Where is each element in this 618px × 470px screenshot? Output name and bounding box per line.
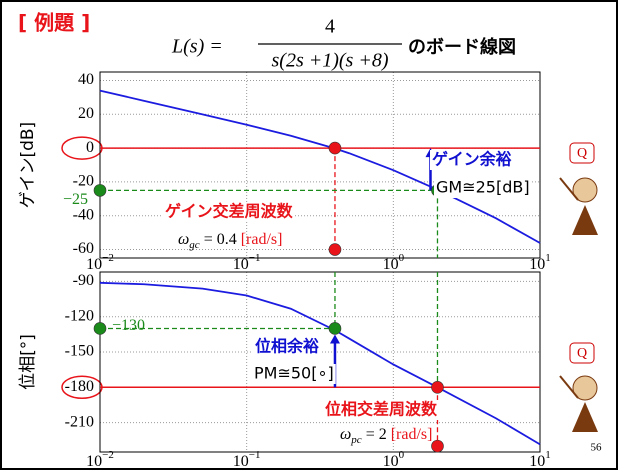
y-tick-label: -20 — [73, 173, 94, 190]
y-tick-label: -40 — [73, 206, 94, 223]
plot-area — [100, 272, 540, 452]
annotation: ゲイン交差周波数 — [165, 202, 294, 221]
y-tick-label: -120 — [65, 307, 94, 324]
marker — [329, 244, 341, 256]
y-tick-label: 0 — [86, 139, 94, 156]
y-tick-label: -60 — [73, 240, 94, 257]
formula-numerator: 4 — [325, 16, 335, 38]
annotation-symbol: ω — [340, 426, 351, 443]
annotation-unit: [rad/s] — [241, 231, 283, 248]
marker — [94, 322, 106, 334]
page-number: 56 — [591, 442, 603, 454]
annotation-sub: gc — [189, 239, 200, 251]
marker — [431, 381, 443, 393]
annotation: GM≅25[dB] — [436, 178, 530, 197]
annotation: PM≅50[∘] — [254, 364, 334, 383]
annotation: 位相余裕 — [255, 337, 319, 356]
annotation: 位相交差周波数 — [325, 400, 438, 419]
slide-label: [ 例題 ] — [18, 11, 90, 35]
annotation: ゲイン余裕 — [432, 150, 512, 169]
y-axis-label: ゲイン[dB] — [18, 122, 38, 208]
y-tick-label: -210 — [65, 413, 94, 430]
x-tick-base: 10 — [233, 453, 249, 470]
marker — [329, 142, 341, 154]
formula-suffix: のボード線図 — [408, 36, 516, 58]
x-tick-exp: −1 — [249, 449, 261, 461]
annotation-symbol: ω — [178, 231, 189, 248]
formula-lhs: L(s) = — [171, 36, 223, 58]
y-tick-label: -150 — [65, 343, 94, 360]
annotation-sub: pc — [350, 434, 362, 446]
y-tick-label: -180 — [65, 378, 94, 395]
y-tick-label: -90 — [73, 272, 94, 289]
marker — [431, 440, 443, 452]
y-axis-label: 位相[°] — [18, 334, 38, 390]
y-tick-label: 40 — [78, 71, 94, 88]
x-tick-exp: −2 — [102, 449, 114, 461]
marker-label: −130 — [112, 317, 145, 334]
icon-text: Q — [577, 146, 587, 161]
icon-text: Q — [577, 346, 587, 361]
formula-denominator: s(2s +1)(s +8) — [272, 50, 389, 72]
x-tick-base: 10 — [383, 453, 399, 470]
x-tick-base: 10 — [86, 453, 102, 470]
marker — [94, 184, 106, 196]
x-tick-exp: 1 — [545, 252, 551, 264]
annotation-text: = 2 — [362, 426, 391, 443]
slide: [ 例題 ] L(s) = 4 s(2s +1)(s +8) のボード線図 56… — [0, 0, 618, 470]
y-tick-label: 20 — [78, 105, 94, 122]
x-tick-base: 10 — [529, 453, 545, 470]
annotation-unit: [rad/s] — [391, 426, 433, 443]
marker-label: −25 — [63, 191, 88, 208]
marker — [329, 322, 341, 334]
x-tick-exp: 1 — [545, 449, 551, 461]
annotation-text: = 0.4 — [200, 231, 241, 248]
x-tick-exp: 0 — [399, 449, 405, 461]
